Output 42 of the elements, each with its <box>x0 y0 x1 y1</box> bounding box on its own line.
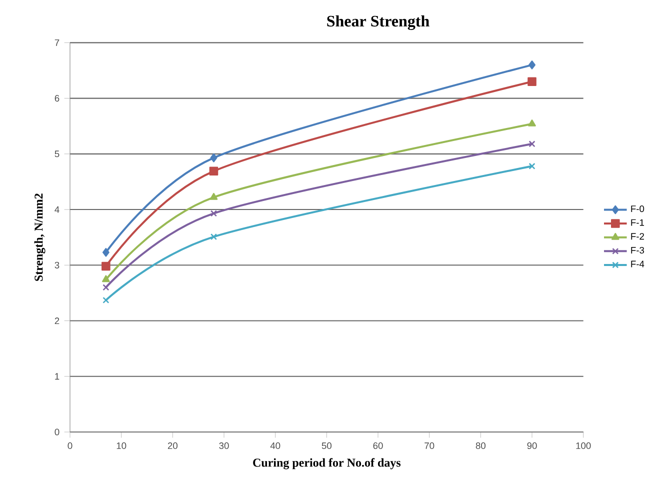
legend-label: F-3 <box>631 246 644 254</box>
x-tick-label: 40 <box>270 442 280 449</box>
point <box>528 77 536 86</box>
point <box>102 296 110 304</box>
y-tick-label: 7 <box>54 39 60 46</box>
x-tick-label: 80 <box>476 442 486 449</box>
chart-title: Shear Strength <box>327 15 430 30</box>
point <box>528 60 536 70</box>
y-tick-label: 0 <box>54 428 60 436</box>
legend-label: F-4 <box>631 260 644 268</box>
point <box>102 275 110 282</box>
x-tick-label: 30 <box>219 442 229 449</box>
x-tick-label: 90 <box>527 442 537 449</box>
x-tick-label: 60 <box>373 442 383 449</box>
y-tick-label: 5 <box>54 150 60 158</box>
y-tick-label: 3 <box>54 262 60 268</box>
point <box>528 140 536 148</box>
point <box>210 210 218 217</box>
point <box>102 248 110 257</box>
x-tick-label: 70 <box>424 442 434 449</box>
x-axis-title: Curing period for No.of days <box>253 458 401 470</box>
point <box>209 166 218 176</box>
x-tick-label: 50 <box>322 442 332 449</box>
point <box>210 233 218 240</box>
legend-label: F-2 <box>631 233 644 240</box>
point <box>210 192 218 200</box>
legend-label: F-1 <box>631 219 644 226</box>
x-tick-label: 20 <box>168 442 178 449</box>
y-tick-label: 2 <box>54 318 60 324</box>
y-tick-label: 6 <box>54 95 60 102</box>
x-tick-label: 100 <box>576 442 591 449</box>
x-tick-label: 0 <box>68 442 72 449</box>
legend-label: F-0 <box>631 205 644 212</box>
point <box>102 284 110 291</box>
point <box>528 162 536 170</box>
point <box>528 119 536 126</box>
y-tick-label: 1 <box>55 373 60 380</box>
point <box>210 153 218 162</box>
point <box>102 262 110 271</box>
y-axis-title: Strength, N/mm2 <box>34 194 46 281</box>
x-tick-label: 10 <box>116 442 126 449</box>
y-tick-label: 4 <box>54 206 60 213</box>
